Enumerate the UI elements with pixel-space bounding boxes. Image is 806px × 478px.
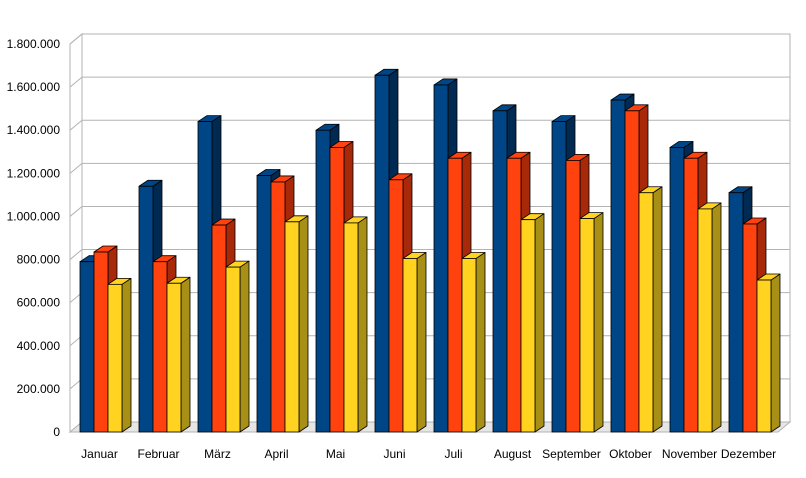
bar-front: [579, 218, 595, 433]
y-tick-label: 0: [53, 425, 60, 439]
bar-front: [402, 258, 418, 433]
y-tick-label: 1.800.000: [7, 37, 61, 51]
bar-side: [121, 277, 132, 433]
bar-front: [551, 121, 567, 433]
y-tick-label: 800.000: [17, 253, 61, 267]
bar-side: [475, 252, 486, 433]
x-tick-label: Juli: [444, 447, 462, 461]
bar-front: [374, 74, 390, 433]
bar-front: [669, 147, 685, 433]
bar: [579, 212, 604, 433]
bar-front: [166, 282, 182, 433]
bar: [166, 276, 191, 433]
bar-front: [461, 258, 477, 433]
y-tick-label: 1.400.000: [7, 123, 61, 137]
y-tick-label: 1.000.000: [7, 209, 61, 223]
y-tick-label: 1.600.000: [7, 80, 61, 94]
bar-side: [298, 215, 309, 433]
x-tick-label: März: [204, 447, 231, 461]
y-tick-label: 1.200.000: [7, 166, 61, 180]
x-tick-label: Februar: [137, 447, 179, 461]
bar-front: [315, 129, 331, 433]
bar: [225, 260, 250, 433]
bar: [343, 216, 368, 433]
bar-side: [770, 273, 781, 433]
bar-front: [565, 159, 581, 433]
bar-front: [225, 266, 241, 433]
bar: [697, 202, 722, 433]
bar-front: [624, 110, 640, 433]
bar-front: [329, 147, 345, 433]
bar-front: [211, 224, 227, 433]
bar: [402, 252, 427, 433]
bar-front: [152, 261, 168, 433]
x-tick-label: April: [264, 447, 288, 461]
y-tick-label: 600.000: [17, 296, 61, 310]
x-tick-label: Januar: [81, 447, 118, 461]
bar-front: [638, 192, 654, 433]
bar: [461, 252, 486, 433]
x-tick-label: Oktober: [609, 447, 652, 461]
x-tick-label: Juni: [383, 447, 405, 461]
bar: [520, 213, 545, 433]
bar-front: [756, 279, 772, 433]
bar-side: [652, 186, 663, 433]
bar-side: [180, 276, 191, 433]
bar-front: [447, 157, 463, 433]
bar-side: [416, 252, 427, 433]
bar-front: [742, 223, 758, 433]
x-tick-label: November: [662, 447, 717, 461]
bar-front: [138, 185, 154, 433]
bar-front: [284, 221, 300, 433]
bar-side: [239, 260, 250, 433]
floor: [68, 421, 792, 433]
bar-front: [433, 84, 449, 433]
x-tick-label: September: [542, 447, 601, 461]
bar: [756, 273, 781, 433]
y-tick-label: 200.000: [17, 382, 61, 396]
bar-side: [534, 213, 545, 433]
bar-front: [728, 192, 744, 433]
bar-front: [520, 219, 536, 433]
bar-front: [79, 261, 95, 433]
bar-front: [697, 208, 713, 433]
bar-side: [593, 212, 604, 433]
y-axis-ticks: 0 200.000 400.000 600.000 800.000 1.000.000 1.…: [7, 37, 61, 439]
x-tick-label: Mai: [326, 447, 345, 461]
bar: [284, 215, 309, 433]
bar-front: [388, 179, 404, 433]
bar-front: [256, 175, 272, 433]
bar-front: [683, 157, 699, 433]
bar-front: [492, 110, 508, 433]
bar-front: [506, 157, 522, 433]
bar-front: [270, 181, 286, 433]
bar-front: [93, 251, 109, 433]
bar-front: [107, 283, 123, 433]
gridline: [69, 76, 790, 88]
bar: [107, 277, 132, 433]
bars: [79, 68, 781, 433]
bar-front: [197, 121, 213, 433]
y-tick-label: 400.000: [17, 339, 61, 353]
x-tick-label: Dezember: [721, 447, 776, 461]
bar-front: [610, 99, 626, 433]
x-tick-label: August: [494, 447, 532, 461]
gridline: [69, 33, 790, 45]
bar-side: [711, 202, 722, 433]
bar-side: [357, 216, 368, 433]
x-axis-ticks: Januar Februar März April Mai Juni Juli August S…: [81, 447, 776, 461]
bar: [638, 186, 663, 433]
bar-front: [343, 222, 359, 433]
